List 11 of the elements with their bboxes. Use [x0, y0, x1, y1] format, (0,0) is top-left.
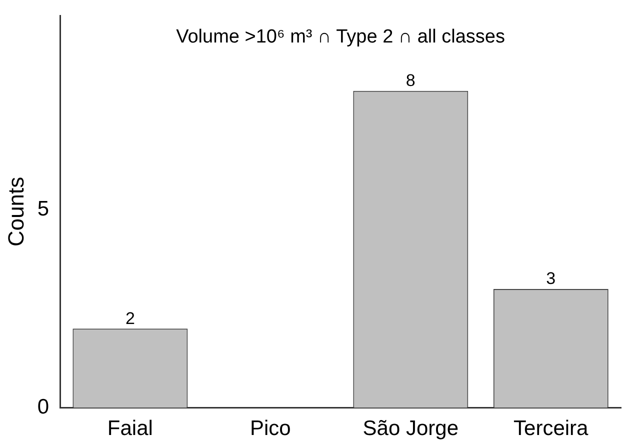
text: Volume >10⁶ m³ ∩ Type 2 ∩ all classes: [176, 26, 505, 48]
data-label: 2: [125, 308, 135, 328]
data-label: 8: [406, 71, 416, 90]
y-tick-label: 5: [37, 198, 50, 221]
x-tick-label: Faial: [107, 417, 153, 440]
x-tick-label: Pico: [250, 417, 291, 440]
x-tick-label: São Jorge: [362, 417, 459, 440]
y-tick-label: 0: [37, 396, 50, 419]
y-axis-title: Counts: [3, 176, 28, 247]
data-label: 3: [546, 269, 556, 288]
x-tick-label: Terceira: [514, 417, 589, 440]
